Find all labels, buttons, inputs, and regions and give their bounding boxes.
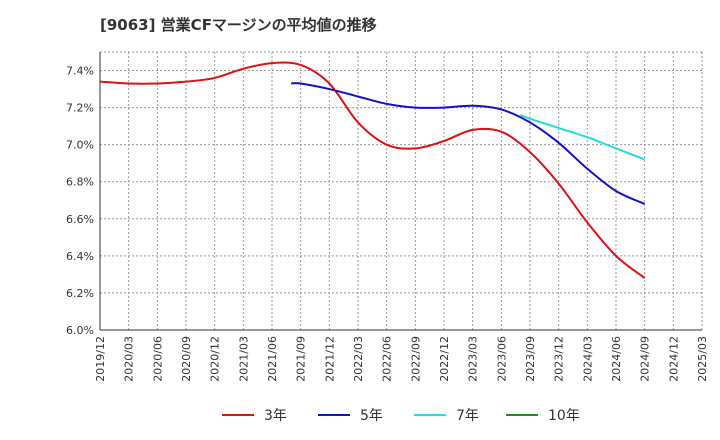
x-tick-label: 2023/06 [495,336,508,382]
x-tick-label: 2022/09 [409,336,422,382]
x-tick-label: 2023/09 [524,336,537,382]
y-tick-label: 7.2% [66,102,94,115]
x-tick-label: 2020/09 [180,336,193,382]
y-tick-label: 6.8% [66,176,94,189]
y-tick-label: 6.4% [66,250,94,263]
y-tick-label: 7.0% [66,139,94,152]
y-tick-label: 6.6% [66,213,94,226]
x-tick-label: 2022/06 [381,336,394,382]
legend-label: 3年 [264,408,287,424]
x-tick-label: 2021/09 [295,336,308,382]
x-tick-label: 2024/09 [639,336,652,382]
x-tick-label: 2023/03 [467,336,480,382]
series-line-3 [520,114,646,161]
x-tick-label: 2021/06 [266,336,279,382]
x-tick-label: 2020/06 [151,336,164,382]
x-tick-label: 2020/12 [209,336,222,382]
x-tick-label: 2022/12 [438,336,451,382]
chart-title: [9063] 営業CFマージンの平均値の推移 [100,16,377,34]
x-tick-label: 2019/12 [94,336,107,382]
x-tick-label: 2024/03 [581,336,594,382]
legend-label: 7年 [456,408,479,424]
x-tick-label: 2022/03 [352,336,365,382]
x-tick-label: 2024/12 [667,336,680,382]
plot-area: 2019/12 2020/03 2020/06 2020/09 2020/12 2021/… [66,51,709,382]
x-tick-label: 2025/03 [696,336,709,382]
y-tick-label: 6.2% [66,287,94,300]
y-tick-label: 7.4% [66,65,94,78]
x-tick-label: 2023/12 [553,336,566,382]
legend-label: 5年 [360,408,383,424]
x-tick-label: 2024/06 [610,336,623,382]
series-line-2 [291,82,646,205]
legend-label: 10年 [548,408,580,424]
x-tick-label: 2020/03 [123,336,136,382]
x-tick-label: 2021/03 [237,336,250,382]
y-tick-label: 6.0% [66,324,94,337]
x-tick-label: 2021/12 [323,336,336,382]
series-line-1 [99,61,646,279]
legend: 3年 5年 7年 10年 [222,408,580,424]
